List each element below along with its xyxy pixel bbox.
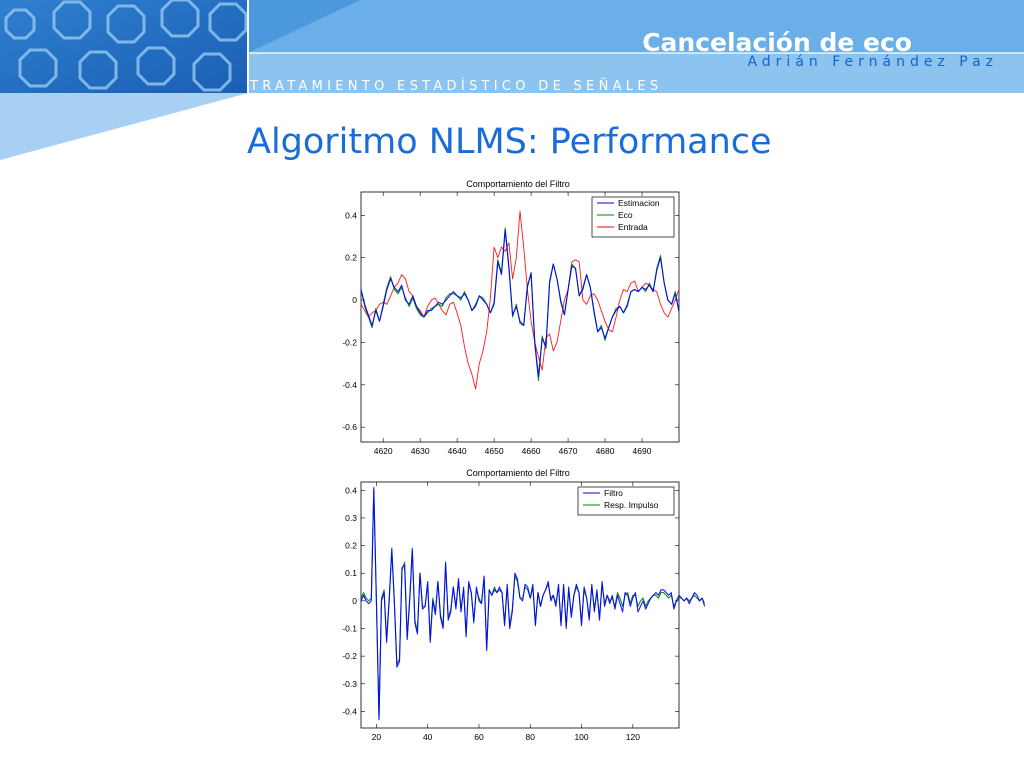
x-tick-label: 60 (474, 732, 484, 742)
y-tick-label: -0.2 (342, 651, 357, 661)
course-subject: TRATAMIENTO ESTADÍSTICO DE SEÑALES (250, 79, 663, 94)
legend-label: Entrada (618, 222, 648, 232)
x-tick-label: 4690 (633, 446, 652, 456)
x-tick-label: 40 (423, 732, 433, 742)
x-tick-label: 4660 (522, 446, 541, 456)
y-tick-label: -0.3 (342, 679, 357, 689)
x-tick-label: 4680 (596, 446, 615, 456)
chart-legend: Estimacion Eco Entrada (591, 196, 675, 238)
chart-filter-output: Comportamiento del Filtro 4620 4630 4640 46… (342, 179, 680, 456)
series-line (360, 229, 680, 377)
x-tick-label: 4670 (559, 446, 578, 456)
y-tick-label: 0.4 (345, 210, 357, 220)
legend-box (577, 486, 675, 516)
legend-label: Eco (618, 210, 633, 220)
x-tick-label: 100 (574, 732, 588, 742)
series-line (360, 227, 680, 382)
header-banner (0, 0, 1024, 160)
y-tick-label: 0.2 (345, 541, 357, 551)
x-tick-label: 120 (626, 732, 640, 742)
x-tick-label: 4620 (374, 446, 393, 456)
series-line (360, 486, 706, 721)
y-tick-label: 0 (352, 295, 357, 305)
y-tick-label: -0.1 (342, 623, 357, 633)
legend-label: Filtro (604, 488, 623, 498)
x-tick-label: 80 (526, 732, 536, 742)
slide-title: Algoritmo NLMS: Performance (247, 122, 772, 162)
y-tick-label: 0.2 (345, 253, 357, 263)
x-tick-label: 4650 (485, 446, 504, 456)
x-tick-label: 4640 (448, 446, 467, 456)
chart-legend: Filtro Resp. Impulso (577, 486, 675, 516)
octagon-pattern (4, 0, 248, 92)
y-tick-label: 0.1 (345, 568, 357, 578)
legend-label: Estimacion (618, 198, 660, 208)
chart-impulse-response: Comportamiento del Filtro 20 40 60 80 100 120… (342, 468, 706, 742)
legend-label: Resp. Impulso (604, 500, 659, 510)
legend-box (591, 196, 675, 238)
y-tick-label: -0.4 (342, 380, 357, 390)
plot-frame (360, 481, 680, 729)
chart-title: Comportamiento del Filtro (466, 468, 570, 478)
author-name: Adrián Fernández Paz (747, 54, 998, 70)
x-tick-label: 20 (372, 732, 382, 742)
plot-area: 20 40 60 80 100 120 -0.4 -0.3 -0.2 -0.1 0 0.1 0.2 0.3… (342, 481, 706, 742)
y-tick-label: 0 (352, 596, 357, 606)
y-tick-label: -0.4 (342, 706, 357, 716)
x-tick-label: 4630 (411, 446, 430, 456)
chart-title: Comportamiento del Filtro (466, 179, 570, 189)
y-tick-label: -0.2 (342, 337, 357, 347)
y-tick-label: -0.6 (342, 422, 357, 432)
y-tick-label: 0.3 (345, 513, 357, 523)
y-tick-label: 0.4 (345, 485, 357, 495)
presentation-title: Cancelación de eco (642, 28, 912, 57)
